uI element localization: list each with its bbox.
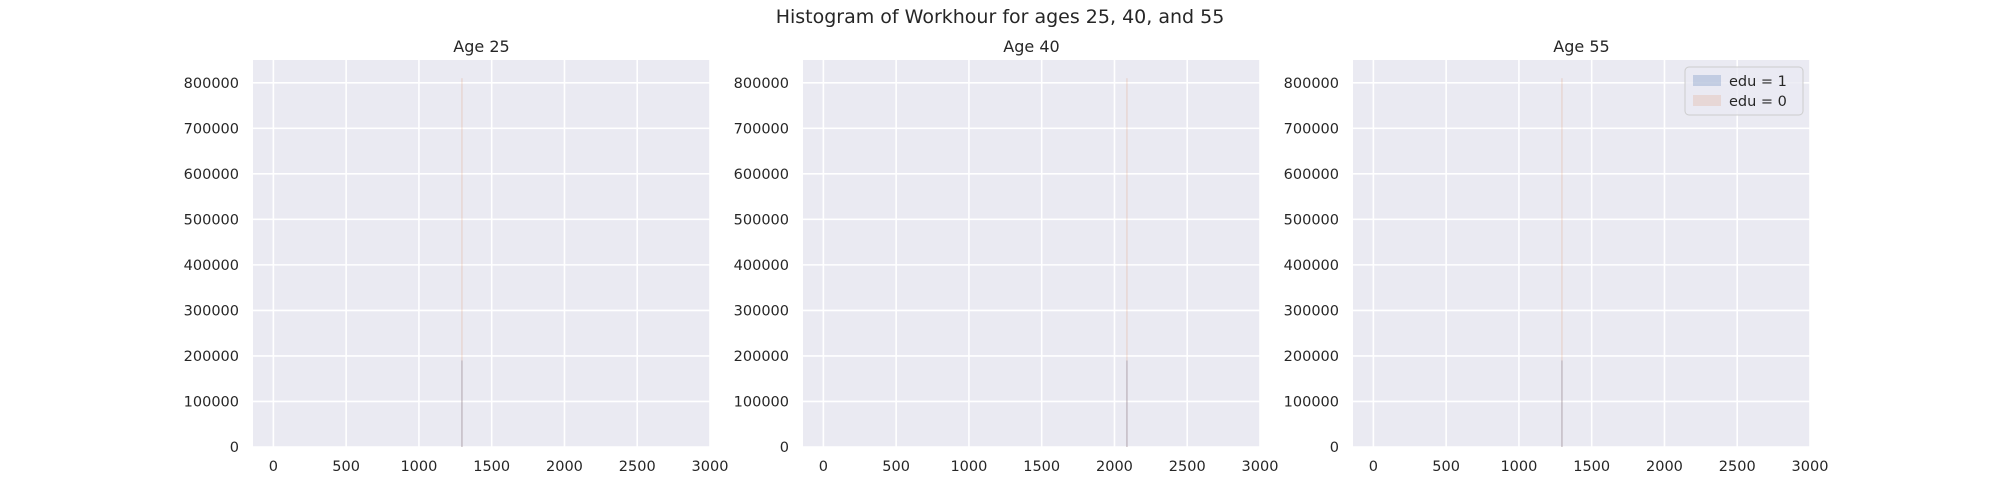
x-tick-label: 500	[1432, 459, 1460, 475]
panel-title: Age 55	[1553, 37, 1609, 56]
panel-title: Age 40	[1003, 37, 1059, 56]
bar-edu0	[1126, 78, 1128, 447]
x-tick-label: 1500	[1573, 459, 1610, 475]
panel-title: Age 25	[453, 37, 509, 56]
x-tick-label: 1000	[950, 459, 987, 475]
y-tick-label: 200000	[1284, 349, 1339, 365]
bar-edu0	[1561, 78, 1563, 447]
x-tick-label: 2500	[1169, 459, 1206, 475]
y-tick-label: 800000	[184, 76, 239, 92]
panel-1: 0 500 1000 1500 2000 2500 3000 0 100000 200000 300…	[734, 37, 1279, 475]
legend-box	[1684, 66, 1804, 116]
panel-0: 0 500 1000 1500 2000 2500 3000 0 100000 200000 300…	[184, 37, 729, 475]
legend-swatch	[1693, 75, 1721, 86]
legend: edu = 1 edu = 0	[1684, 66, 1804, 116]
plot-area	[803, 60, 1260, 447]
y-tick-label: 800000	[1284, 76, 1339, 92]
x-tick-label: 2000	[1646, 459, 1683, 475]
y-tick-label: 0	[1330, 440, 1339, 456]
x-tick-label: 3000	[1242, 459, 1279, 475]
y-tick-label: 100000	[734, 394, 789, 410]
x-tick-label: 0	[269, 459, 278, 475]
y-tick-label: 700000	[1284, 121, 1339, 137]
y-tick-label: 500000	[734, 212, 789, 228]
y-tick-label: 700000	[184, 121, 239, 137]
x-tick-label: 1500	[1023, 459, 1060, 475]
x-tick-label: 500	[332, 459, 360, 475]
y-tick-label: 400000	[1284, 258, 1339, 274]
y-tick-label: 600000	[184, 167, 239, 183]
legend-label: edu = 1	[1729, 74, 1787, 90]
y-tick-label: 0	[780, 440, 789, 456]
x-tick-label: 0	[1369, 459, 1378, 475]
legend-swatch	[1693, 95, 1721, 106]
y-tick-label: 500000	[1284, 212, 1339, 228]
x-tick-label: 0	[819, 459, 828, 475]
x-tick-label: 2500	[1719, 459, 1756, 475]
y-tick-label: 200000	[184, 349, 239, 365]
y-tick-label: 300000	[1284, 303, 1339, 319]
x-tick-label: 500	[882, 459, 910, 475]
y-tick-label: 600000	[1284, 167, 1339, 183]
y-tick-label: 400000	[734, 258, 789, 274]
x-tick-label: 3000	[1792, 459, 1829, 475]
y-tick-label: 0	[230, 440, 239, 456]
y-tick-label: 600000	[734, 167, 789, 183]
y-tick-label: 800000	[734, 76, 789, 92]
y-tick-label: 500000	[184, 212, 239, 228]
x-tick-label: 1000	[400, 459, 437, 475]
legend-label: edu = 0	[1729, 94, 1787, 110]
y-tick-label: 100000	[1284, 394, 1339, 410]
y-tick-label: 300000	[184, 303, 239, 319]
x-tick-label: 1000	[1500, 459, 1537, 475]
bar-edu0	[461, 78, 463, 447]
y-tick-label: 700000	[734, 121, 789, 137]
plot-area	[253, 60, 710, 447]
x-tick-label: 3000	[692, 459, 729, 475]
y-tick-label: 100000	[184, 394, 239, 410]
y-tick-label: 200000	[734, 349, 789, 365]
bar-edu1	[461, 360, 463, 447]
x-tick-label: 2000	[546, 459, 583, 475]
x-tick-label: 1500	[473, 459, 510, 475]
x-tick-label: 2500	[619, 459, 656, 475]
y-tick-label: 400000	[184, 258, 239, 274]
panel-2: 0 500 1000 1500 2000 2500 3000 0 100000 200000 300…	[1284, 37, 1829, 475]
plot-area	[1353, 60, 1810, 447]
bar-edu1	[1561, 360, 1563, 447]
figure-title: Histogram of Workhour for ages 25, 40, a…	[775, 6, 1225, 28]
bar-edu1	[1126, 360, 1128, 447]
x-tick-label: 2000	[1096, 459, 1133, 475]
y-tick-label: 300000	[734, 303, 789, 319]
